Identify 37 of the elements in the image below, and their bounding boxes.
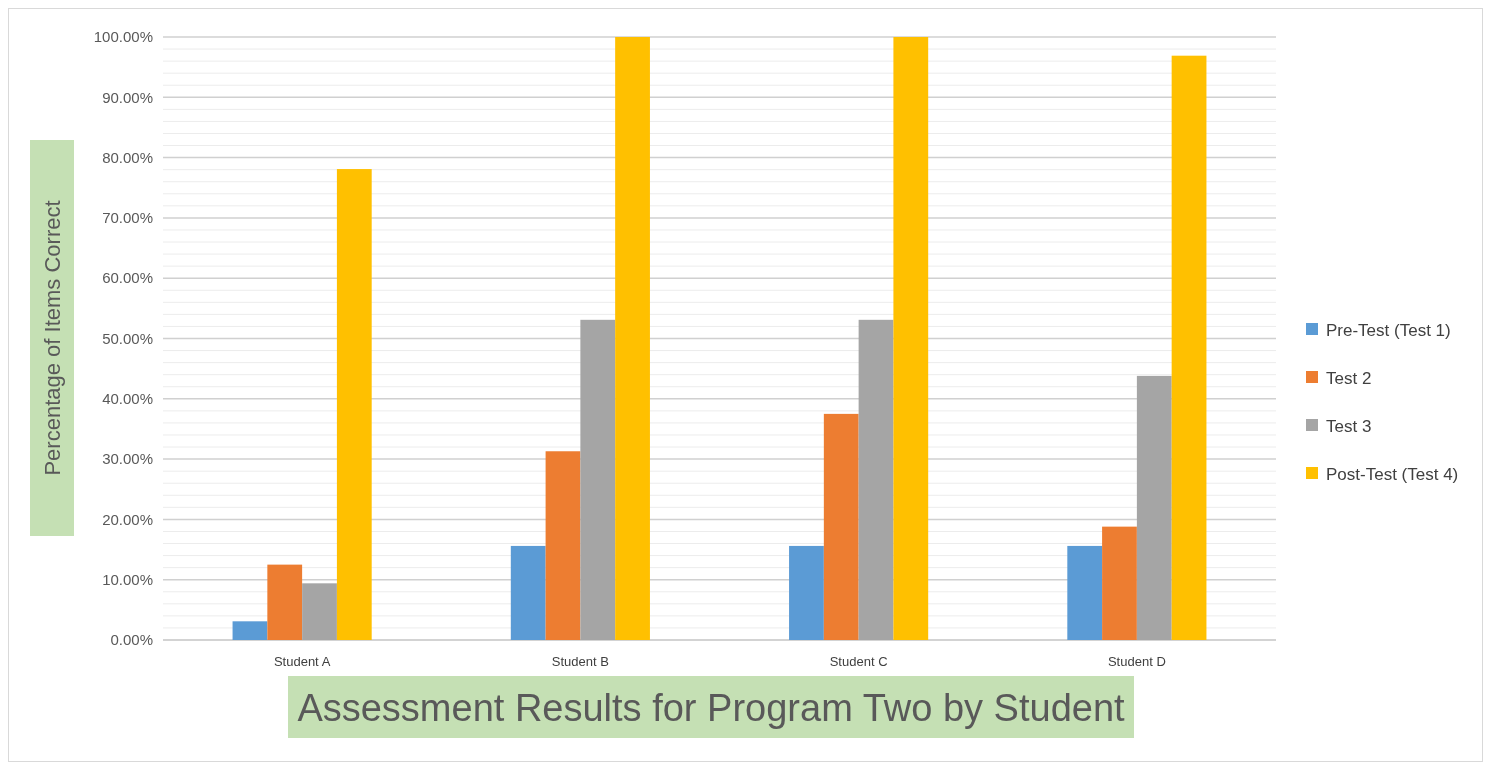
bar [545, 451, 581, 640]
bar [232, 621, 268, 640]
y-tick-label: 90.00% [102, 88, 153, 106]
text: Assessment Results for Program Two by Student [297, 687, 1126, 729]
bar [267, 564, 303, 640]
bar [789, 545, 824, 640]
y-tick-label: 20.00% [102, 510, 153, 528]
legend-label: Test 3 [1326, 416, 1372, 436]
bar [1136, 375, 1172, 640]
y-tick-label: 10.00% [102, 570, 153, 588]
y-axis-title: Percentage of Items Correct [40, 200, 65, 476]
y-tick-label: 30.00% [102, 450, 153, 468]
bar [1067, 545, 1103, 640]
y-tick-label: 50.00% [102, 329, 153, 347]
y-tick-label: 70.00% [102, 209, 153, 227]
y-tick-label: 0.00% [110, 631, 153, 649]
x-tick-label: Student B [551, 654, 609, 669]
y-tick-label: 100.00% [93, 28, 153, 46]
bar [1102, 526, 1137, 640]
y-tick-label: 60.00% [102, 269, 153, 287]
legend-label: Post-Test (Test 4) [1326, 464, 1459, 484]
bar [823, 413, 859, 640]
bar [893, 37, 929, 640]
bar [510, 545, 546, 640]
bar [1171, 55, 1207, 640]
bar [615, 37, 650, 640]
bar [580, 319, 616, 640]
x-tick-label: Student A [273, 654, 331, 669]
legend-label: Pre-Test (Test 1) [1326, 320, 1451, 340]
x-tick-label: Student D [1107, 654, 1166, 669]
bar [858, 319, 894, 640]
bar [336, 169, 372, 640]
legend-label: Test 2 [1326, 368, 1372, 388]
y-tick-label: 80.00% [102, 148, 153, 166]
y-tick-label: 40.00% [102, 390, 153, 408]
x-tick-label: Student C [829, 654, 888, 669]
bar [302, 583, 337, 640]
